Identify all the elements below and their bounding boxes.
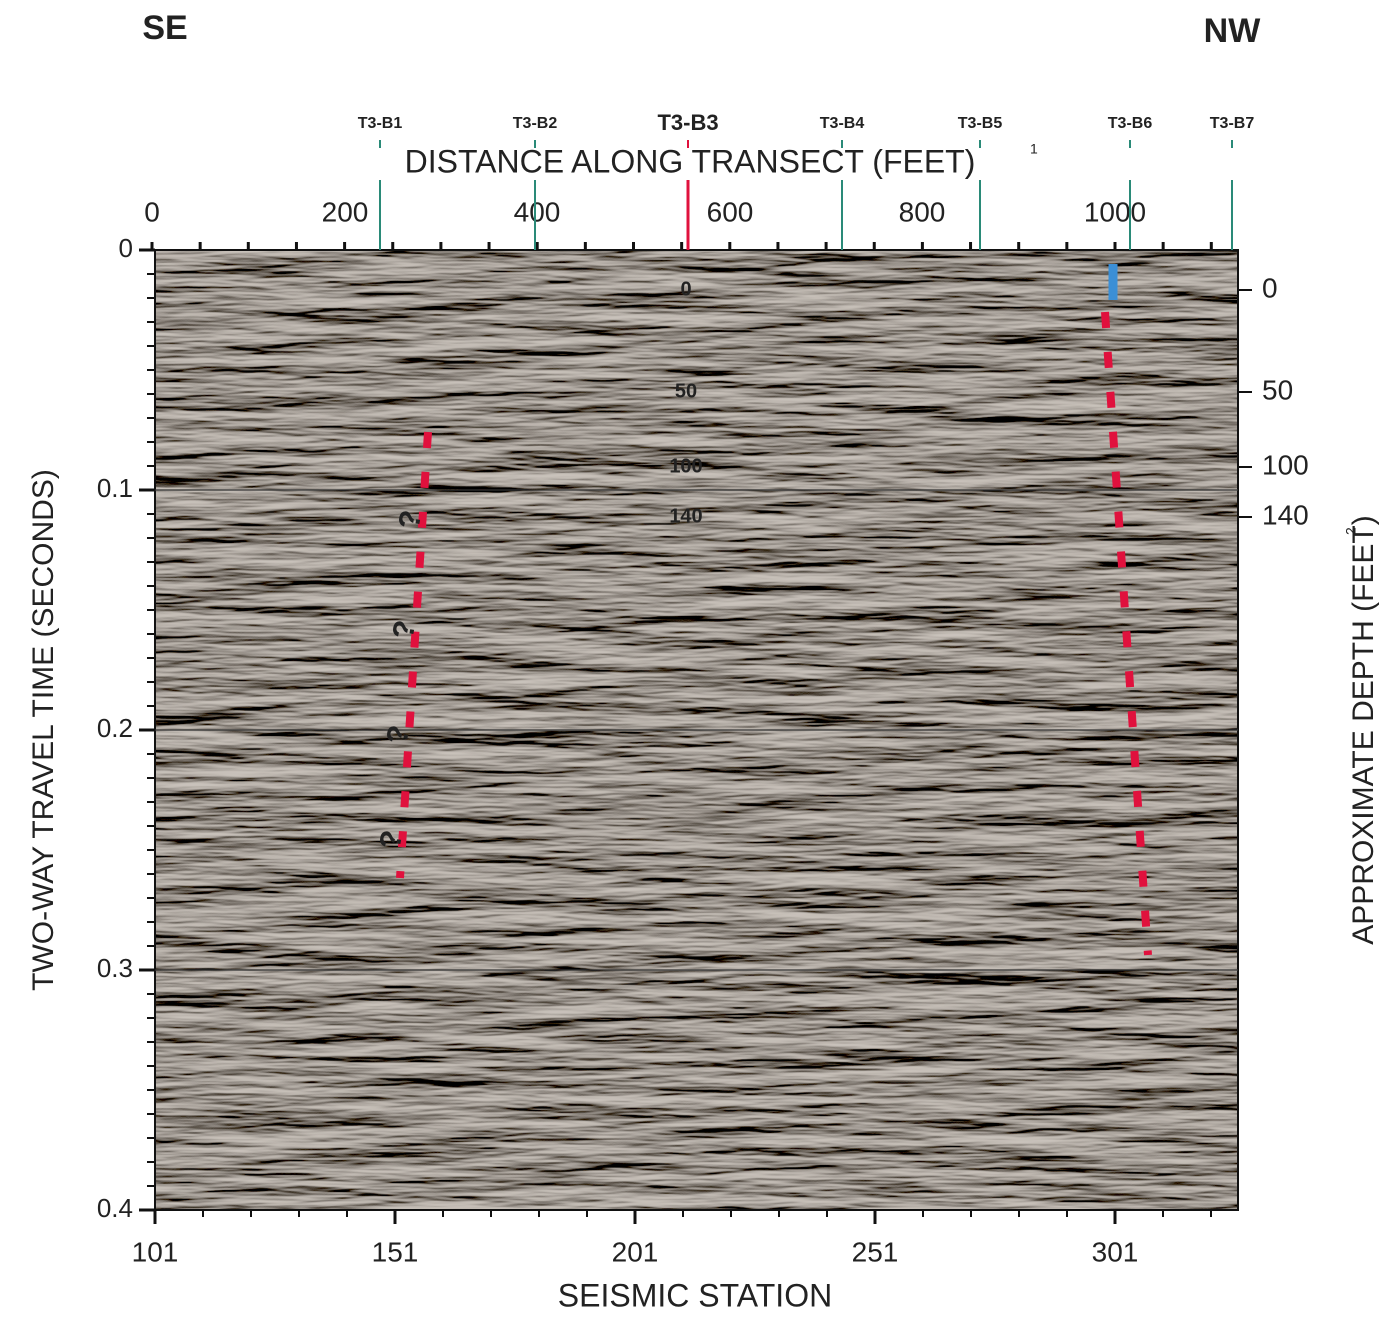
depth-label: 140 xyxy=(669,505,702,527)
depth-label: 0 xyxy=(680,278,691,300)
left-tick-label: 0.1 xyxy=(97,473,133,503)
borehole-label: T3-B2 xyxy=(513,115,558,132)
left-axis-title: TWO-WAY TRAVEL TIME (SECONDS) xyxy=(27,469,60,991)
bottom-axis-title: SEISMIC STATION xyxy=(558,1277,832,1313)
top-tick-label: 200 xyxy=(322,196,369,227)
depth-label: 50 xyxy=(675,380,697,402)
borehole-label: T3-B7 xyxy=(1210,115,1255,132)
right-tick-label: 140 xyxy=(1262,499,1309,530)
borehole-label: T3-B5 xyxy=(958,115,1003,132)
left-tick-label: 0.2 xyxy=(97,713,133,743)
top-tick-label: 800 xyxy=(899,196,946,227)
top-tick-label: 0 xyxy=(144,196,160,227)
question-mark: ? xyxy=(387,618,423,642)
bottom-tick-label: 151 xyxy=(372,1236,419,1267)
left-tick-label: 0.3 xyxy=(97,953,133,983)
fault-trace xyxy=(1101,311,1152,956)
bottom-tick-label: 301 xyxy=(1092,1236,1139,1267)
question-mark: ? xyxy=(381,723,417,747)
bottom-tick-label: 201 xyxy=(612,1236,659,1267)
top-tick-label: 400 xyxy=(514,196,561,227)
borehole-label: T3-B3 xyxy=(657,110,718,135)
right-tick-label: 100 xyxy=(1262,449,1309,480)
left-tick-label: 0 xyxy=(119,233,133,263)
bottom-tick-label: 251 xyxy=(852,1236,899,1267)
borehole-label: T3-B1 xyxy=(358,115,403,132)
depth-label: 100 xyxy=(669,455,702,477)
footnote-mark: 2 xyxy=(1343,527,1359,535)
top-tick-label: 1000 xyxy=(1084,196,1146,227)
top-axis-title: DISTANCE ALONG TRANSECT (FEET) xyxy=(405,143,976,179)
footnote-mark: 1 xyxy=(1030,141,1038,157)
left-tick-label: 0.4 xyxy=(97,1193,133,1223)
right-tick-label: 50 xyxy=(1262,374,1293,405)
borehole-label: T3-B6 xyxy=(1108,115,1153,132)
top-tick-label: 600 xyxy=(707,196,754,227)
bottom-tick-label: 101 xyxy=(132,1236,179,1267)
borehole-label: T3-B4 xyxy=(820,115,865,132)
right-axis-title: APPROXIMATE DEPTH (FEET) xyxy=(1347,515,1380,944)
direction-label: SE xyxy=(142,9,187,47)
question-mark: ? xyxy=(374,828,410,852)
fault-trace xyxy=(396,431,432,879)
question-mark: ? xyxy=(393,508,429,532)
direction-label: NW xyxy=(1204,12,1262,50)
right-tick-label: 0 xyxy=(1262,272,1278,303)
